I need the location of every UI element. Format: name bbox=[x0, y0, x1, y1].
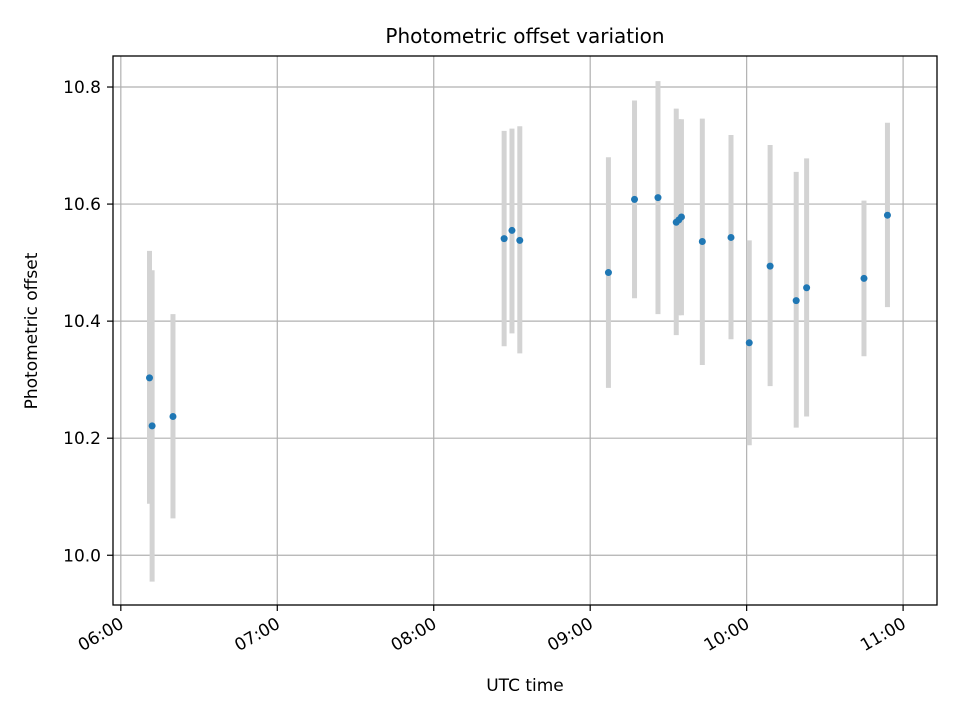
data-point bbox=[792, 297, 800, 305]
data-point bbox=[745, 339, 753, 347]
data-points bbox=[146, 194, 891, 430]
y-axis: 10.0 10.2 10.4 10.6 10.8 bbox=[63, 78, 113, 566]
data-point bbox=[803, 284, 811, 292]
grid-lines bbox=[113, 56, 937, 605]
x-tick-label: 11:00 bbox=[857, 614, 909, 656]
data-point bbox=[169, 413, 177, 421]
data-point bbox=[516, 236, 524, 244]
plot-frame bbox=[112, 55, 938, 606]
data-point bbox=[883, 211, 891, 219]
x-tick-label: 08:00 bbox=[388, 614, 440, 656]
data-point bbox=[860, 274, 868, 282]
data-point bbox=[146, 374, 154, 382]
x-tick-label: 09:00 bbox=[544, 614, 596, 656]
error-bars bbox=[147, 81, 890, 582]
x-tick-label: 07:00 bbox=[231, 614, 283, 656]
y-tick-label: 10.2 bbox=[63, 429, 101, 449]
chart-title: Photometric offset variation bbox=[385, 24, 664, 48]
data-point bbox=[148, 422, 156, 430]
data-point bbox=[698, 238, 706, 246]
x-axis: 06:00 07:00 08:00 09:00 10:00 11:00 bbox=[75, 605, 910, 656]
x-tick-label: 10:00 bbox=[701, 614, 753, 656]
data-point bbox=[766, 262, 774, 270]
data-point bbox=[604, 269, 612, 277]
y-tick-label: 10.6 bbox=[63, 195, 101, 215]
data-point bbox=[677, 213, 685, 221]
x-tick-label: 06:00 bbox=[75, 614, 127, 656]
data-point bbox=[727, 233, 735, 241]
x-axis-title: UTC time bbox=[486, 676, 564, 696]
y-tick-label: 10.4 bbox=[63, 312, 101, 332]
y-tick-label: 10.8 bbox=[63, 78, 101, 98]
data-point bbox=[508, 226, 516, 234]
data-point bbox=[500, 235, 508, 243]
data-point bbox=[654, 194, 662, 202]
data-point bbox=[631, 195, 639, 203]
y-axis-title: Photometric offset bbox=[22, 252, 42, 409]
y-tick-label: 10.0 bbox=[63, 546, 101, 566]
